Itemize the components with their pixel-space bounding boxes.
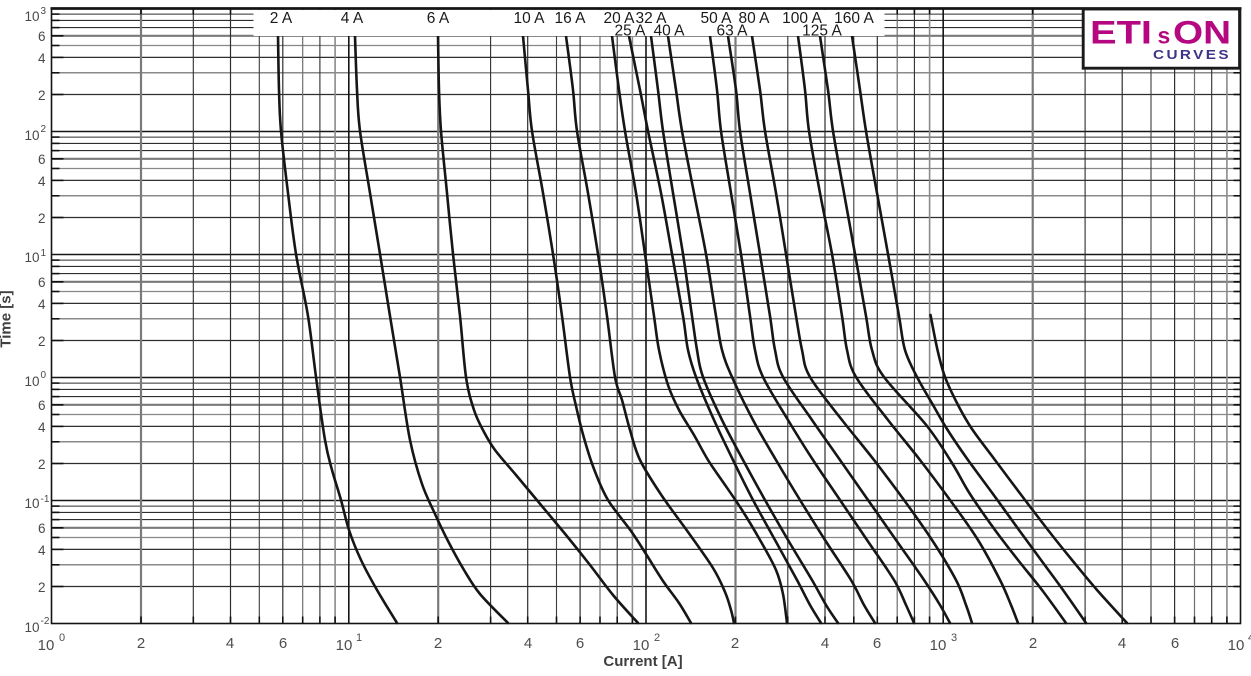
svg-text:2: 2 — [434, 635, 442, 652]
svg-text:6: 6 — [873, 635, 881, 652]
svg-text:ON: ON — [1173, 15, 1231, 51]
svg-text:2 A: 2 A — [270, 10, 293, 27]
svg-text:20 A: 20 A — [603, 10, 635, 27]
svg-text:CURVES: CURVES — [1153, 48, 1231, 62]
svg-text:10: 10 — [24, 620, 39, 635]
svg-text:2: 2 — [731, 635, 739, 652]
svg-text:-2: -2 — [41, 616, 50, 627]
svg-text:10 A: 10 A — [513, 10, 545, 27]
svg-text:4: 4 — [524, 635, 532, 652]
svg-text:6: 6 — [38, 275, 46, 290]
svg-text:6: 6 — [38, 398, 46, 413]
svg-text:63 A: 63 A — [716, 23, 748, 40]
svg-text:25 A: 25 A — [614, 23, 646, 40]
svg-text:10: 10 — [336, 637, 353, 654]
svg-text:Current [A]: Current [A] — [603, 653, 682, 670]
svg-text:s: s — [1158, 23, 1171, 49]
svg-text:10: 10 — [24, 496, 39, 511]
svg-text:0: 0 — [59, 632, 65, 644]
svg-text:4: 4 — [226, 635, 234, 652]
svg-text:Time [s]: Time [s] — [0, 290, 15, 347]
svg-text:1: 1 — [356, 632, 362, 644]
svg-text:125 A: 125 A — [802, 23, 842, 40]
svg-text:6: 6 — [279, 635, 287, 652]
svg-text:2: 2 — [1029, 635, 1037, 652]
svg-text:10: 10 — [24, 374, 39, 389]
svg-text:6: 6 — [1171, 635, 1179, 652]
svg-text:10: 10 — [24, 128, 39, 143]
svg-text:2: 2 — [654, 632, 660, 644]
svg-text:6: 6 — [38, 152, 46, 167]
svg-text:ETI: ETI — [1090, 15, 1152, 51]
svg-text:16 A: 16 A — [554, 10, 586, 27]
svg-text:4: 4 — [821, 635, 829, 652]
svg-text:80 A: 80 A — [738, 10, 770, 27]
svg-text:4: 4 — [38, 51, 46, 66]
svg-text:2: 2 — [38, 580, 46, 595]
svg-text:40 A: 40 A — [653, 23, 685, 40]
svg-text:2: 2 — [38, 211, 46, 226]
svg-text:4: 4 — [38, 174, 46, 189]
svg-text:0: 0 — [41, 370, 47, 381]
svg-text:2: 2 — [38, 88, 46, 103]
svg-text:4: 4 — [38, 297, 46, 312]
svg-text:10: 10 — [930, 637, 947, 654]
svg-text:10: 10 — [633, 637, 650, 654]
svg-text:4 A: 4 A — [341, 10, 364, 27]
svg-text:2: 2 — [38, 334, 46, 349]
svg-text:50 A: 50 A — [700, 10, 732, 27]
svg-text:100 A: 100 A — [782, 10, 822, 27]
svg-text:1: 1 — [41, 248, 47, 259]
svg-text:6: 6 — [38, 29, 46, 44]
svg-text:3: 3 — [41, 6, 47, 17]
svg-text:4: 4 — [1118, 635, 1126, 652]
svg-text:4: 4 — [38, 420, 46, 435]
svg-text:4: 4 — [38, 543, 46, 558]
svg-text:160 A: 160 A — [834, 10, 874, 27]
svg-text:6 A: 6 A — [427, 10, 450, 27]
svg-text:3: 3 — [951, 632, 957, 644]
svg-text:2: 2 — [137, 635, 145, 652]
svg-text:10: 10 — [38, 637, 55, 654]
svg-text:-1: -1 — [41, 494, 50, 505]
svg-text:6: 6 — [38, 521, 46, 536]
svg-text:10: 10 — [24, 9, 39, 24]
svg-text:2: 2 — [38, 457, 46, 472]
svg-text:32 A: 32 A — [635, 10, 667, 27]
svg-text:4: 4 — [1248, 632, 1251, 644]
svg-text:2: 2 — [41, 124, 47, 135]
svg-text:6: 6 — [576, 635, 584, 652]
svg-text:10: 10 — [24, 250, 39, 265]
svg-text:10: 10 — [1228, 637, 1245, 654]
